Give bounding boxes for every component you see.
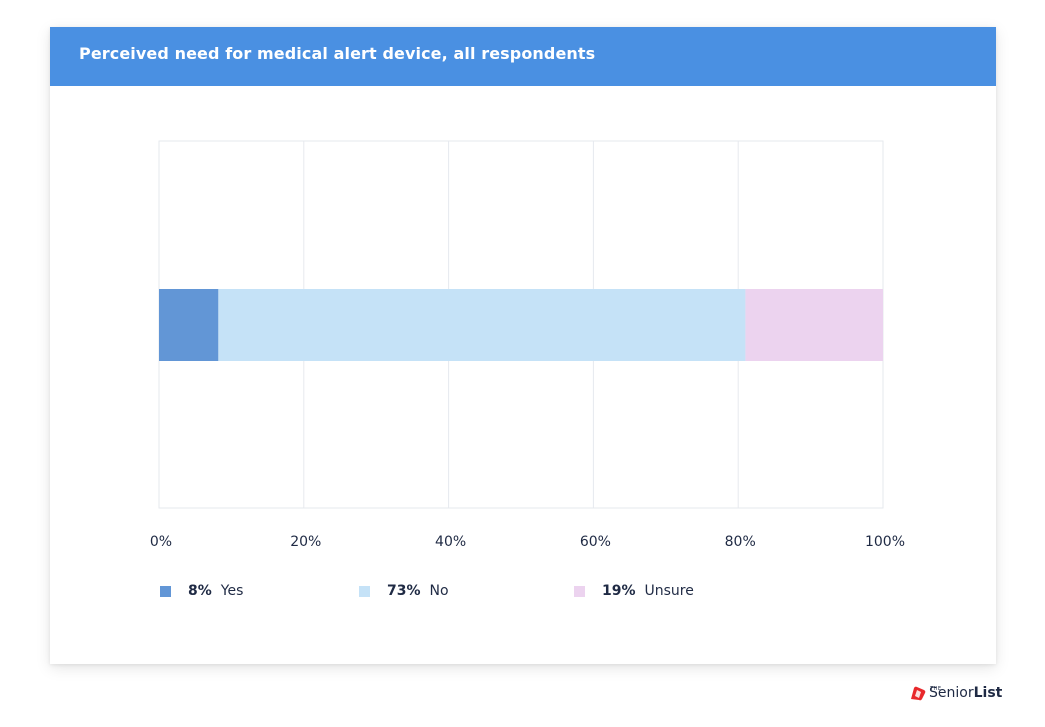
bar-segment-no (218, 289, 746, 361)
stacked-bar-chart: 0% 20% 40% 60% 80% 100% (150, 140, 905, 550)
logo-senior: Senior (929, 685, 974, 701)
x-tick-label: 80% (725, 534, 756, 550)
bar-segment-unsure (745, 289, 883, 361)
logo-the: THE (930, 686, 942, 692)
x-tick-label: 20% (290, 534, 321, 550)
x-tick-label: 100% (865, 534, 905, 550)
x-tick-label: 40% (435, 534, 466, 550)
x-tick-label: 60% (580, 534, 611, 550)
logo-mark-icon (911, 686, 926, 701)
card-header: Perceived need for medical alert device,… (50, 27, 996, 86)
logo-list: List (973, 685, 1003, 701)
bar-segment-yes (159, 289, 219, 361)
chart-card: Perceived need for medical alert device,… (50, 27, 996, 664)
x-tick-label: 0% (150, 534, 172, 550)
chart-title: Perceived need for medical alert device,… (79, 44, 596, 63)
logo-wordmark: THE SeniorList (929, 684, 1002, 702)
senior-list-logo: THE SeniorList (909, 684, 1002, 702)
